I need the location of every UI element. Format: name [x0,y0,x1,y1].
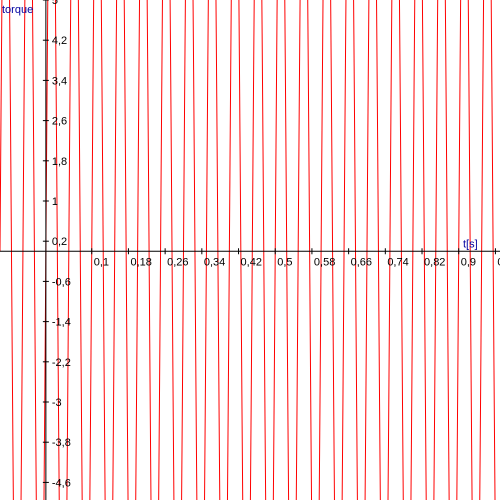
tick-labels: 0,1 0,18 0,26 0,34 0,42 0,5 0,58 0,66 0,74 0,82 0,… [52,0,500,489]
y-tick-label: -2,2 [52,357,71,369]
y-tick-label: -1,4 [52,317,71,329]
x-tick-label: 0,5 [277,256,292,268]
x-tick-label: 0,42 [241,256,262,268]
x-tick-label: 0,74 [387,256,408,268]
y-tick-label: 1 [52,196,58,208]
y-tick-label: 4,2 [52,35,67,47]
x-tick-label: 0,18 [130,256,151,268]
y-tick-label: 3,4 [52,75,67,87]
y-axis-label: torque [2,4,33,16]
x-tick-label: 0,26 [167,256,188,268]
x-tick-label: 0,58 [314,256,335,268]
y-tick-label: 0,2 [52,236,67,248]
y-tick-label: -4,6 [52,477,71,489]
x-tick-label: 0,82 [424,256,445,268]
x-tick-label: 0,66 [351,256,372,268]
x-tick-label: 0,1 [94,256,109,268]
y-tick-label: 2,6 [52,116,67,128]
x-axis-label: t[s] [463,238,478,250]
y-tick-label: 5 [52,0,58,7]
x-tick-label: 0,9 [461,256,476,268]
x-tick-label: 0,34 [204,256,225,268]
tick-marks [43,0,496,482]
y-tick-label: -0,6 [52,276,71,288]
y-tick-label: -3 [52,397,62,409]
y-tick-label: -3,8 [52,437,71,449]
y-tick-label: 1,8 [52,156,67,168]
